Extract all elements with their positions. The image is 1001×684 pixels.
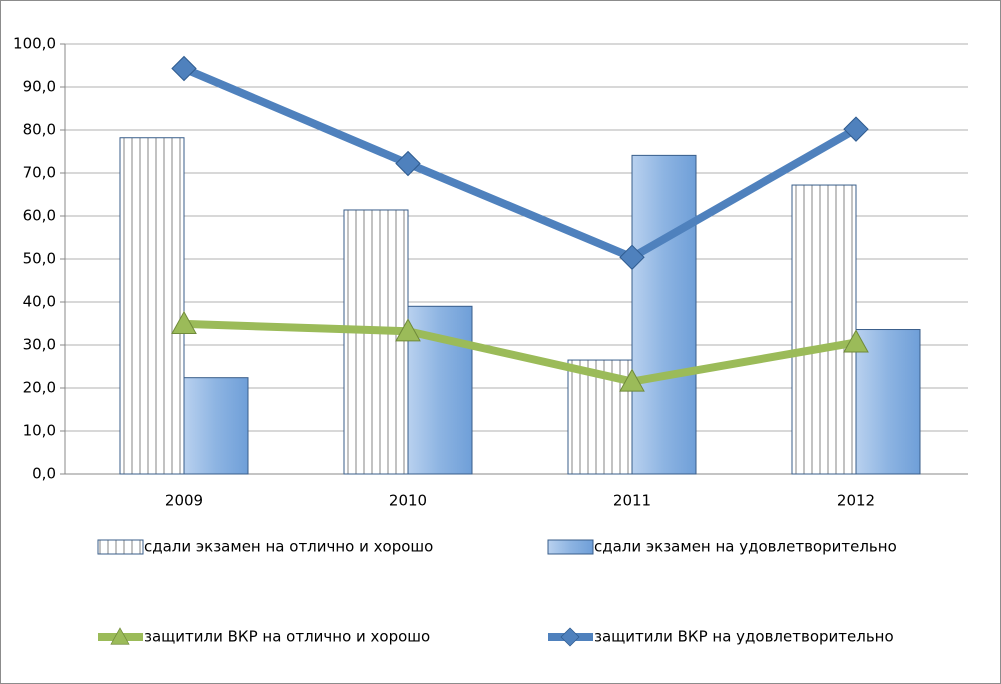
- marker: [843, 116, 869, 142]
- marker: [395, 150, 421, 177]
- legend-label: сдали экзамен на удовлетворительно: [594, 538, 897, 556]
- marker: [843, 329, 869, 353]
- marker: [171, 310, 197, 335]
- legend-swatch: [547, 539, 594, 555]
- legend-label: защитили ВКР на отлично и хорошо: [144, 628, 430, 646]
- line: [183, 319, 857, 386]
- marker: [171, 55, 197, 82]
- y-tick-label: 100,0: [13, 35, 56, 53]
- bar: [631, 154, 697, 475]
- y-tick-label: 10,0: [23, 422, 56, 440]
- line: [182, 64, 858, 262]
- y-tick-label: 20,0: [23, 379, 56, 397]
- legend-label: защитили ВКР на удовлетворительно: [594, 628, 894, 646]
- legend-marker: [110, 627, 130, 645]
- y-tick-label: 50,0: [23, 250, 56, 268]
- bar: [791, 184, 857, 475]
- bar: [119, 137, 185, 475]
- marker: [619, 368, 645, 392]
- bar: [855, 329, 921, 475]
- x-tick-label: 2012: [837, 492, 875, 510]
- y-tick-label: 70,0: [23, 164, 56, 182]
- x-tick-label: 2010: [389, 492, 427, 510]
- bar: [183, 377, 249, 475]
- y-tick-label: 40,0: [23, 293, 56, 311]
- bar: [343, 209, 409, 475]
- legend-marker: [560, 627, 580, 647]
- y-tick-label: 80,0: [23, 121, 56, 139]
- y-tick-label: 60,0: [23, 207, 56, 225]
- y-tick-label: 0,0: [32, 465, 56, 483]
- marker: [395, 318, 421, 342]
- y-tick-label: 90,0: [23, 78, 56, 96]
- legend-swatch: [97, 539, 144, 555]
- marker: [619, 244, 645, 270]
- x-tick-label: 2009: [165, 492, 203, 510]
- y-tick-label: 30,0: [23, 336, 56, 354]
- x-tick-label: 2011: [613, 492, 651, 510]
- legend-label: сдали экзамен на отлично и хорошо: [144, 538, 433, 556]
